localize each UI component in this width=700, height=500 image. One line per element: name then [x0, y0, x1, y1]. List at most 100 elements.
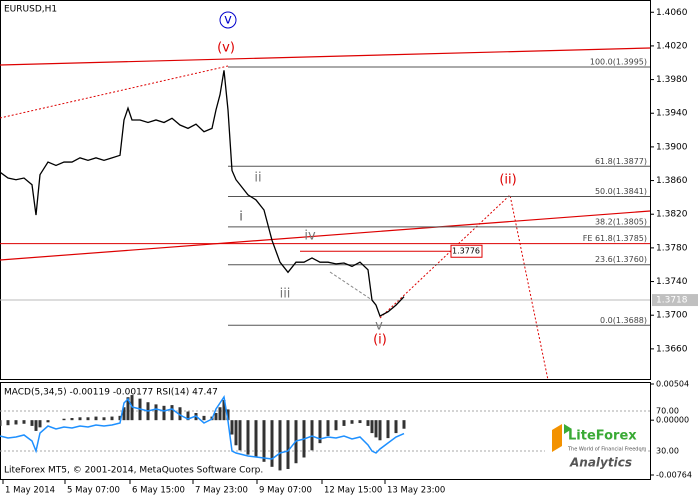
macd-bar [222, 400, 226, 421]
macd-bar [6, 420, 10, 426]
logo: LiteForex The World of Financial Freedom… [545, 418, 647, 476]
wave-label: (ii) [499, 173, 516, 188]
logo-tagline: The World of Financial Freedom [567, 447, 647, 453]
macd-bar [0, 420, 2, 426]
fib-label: 23.6(1.3760) [595, 255, 647, 264]
trend-dotted [0, 65, 229, 119]
macd-bar [46, 420, 50, 423]
fib-label: 50.0(1.3841) [595, 187, 647, 196]
macd-bar [234, 420, 238, 446]
rsi-line [0, 395, 405, 460]
macd-bar [122, 407, 126, 421]
macd-bar [342, 420, 346, 426]
wave-label: i [239, 210, 243, 225]
y-tick-label: 1.3940 [656, 109, 688, 119]
y-tick-label: 1.3820 [656, 210, 688, 220]
indicator-title: MACD(5,34,5) -0.00119 -0.00177 RSI(14) 4… [4, 388, 218, 398]
copyright: LiteForex MT5, © 2001-2014, MetaQuotes S… [4, 466, 263, 476]
macd-bar [186, 411, 190, 421]
x-tick-label: 9 May 07:00 [259, 486, 312, 496]
macd-bar [154, 404, 158, 421]
channel-line [0, 47, 651, 66]
wave-label: (v) [217, 41, 235, 56]
macd-bar [70, 418, 74, 421]
macd-bar [394, 420, 398, 434]
x-tick-label: 13 May 23:00 [387, 486, 445, 496]
fib-label: 100.0(1.3995) [590, 57, 647, 66]
level-label: 1.3776 [452, 247, 480, 256]
y2-tick-label: 30.00 [656, 447, 679, 456]
wave-label: iv [304, 229, 316, 244]
macd-bar [386, 420, 390, 439]
x-tick-label: 12 May 15:00 [324, 486, 382, 496]
y-tick-label: 0.00000 [656, 416, 689, 425]
macd-bar [62, 418, 66, 421]
y-tick-label: 1.3700 [656, 311, 688, 321]
x-tick-label: 7 May 23:00 [195, 486, 248, 496]
y-tick-label: -0.00764 [656, 471, 692, 480]
macd-bar [34, 420, 38, 431]
main-frame [0, 0, 651, 380]
logo-product: Analytics [569, 456, 632, 470]
macd-bar [402, 420, 406, 429]
price-line [0, 70, 405, 317]
macd-bar [14, 420, 18, 425]
logo-mark [564, 424, 572, 434]
macd-bar [162, 405, 166, 421]
macd-bar [110, 416, 114, 421]
x-tick-label: 1 May 2014 [5, 486, 55, 496]
wave-label: v [375, 319, 383, 334]
macd-bar [22, 420, 26, 424]
wave-circle [219, 11, 237, 29]
macd-bar [254, 420, 258, 458]
macd-bar [326, 420, 330, 436]
macd-bar [334, 420, 338, 431]
macd-bar [214, 412, 218, 421]
macd-bar [102, 417, 106, 421]
y-tick-label: 0.00504 [656, 380, 689, 389]
macd-bar [366, 420, 370, 426]
macd-bar [358, 420, 362, 424]
macd-bar [38, 420, 42, 428]
sub-frame [0, 382, 651, 480]
fib-label: 38.2(1.3805) [595, 217, 647, 226]
y-tick-label: 1.4060 [656, 8, 688, 18]
macd-bar [118, 415, 122, 421]
macd-bar [78, 417, 82, 421]
macd-bar [170, 405, 174, 421]
y-tick-label: 1.3980 [656, 75, 688, 85]
fib-label: 0.0(1.3688) [600, 316, 647, 325]
wave-label: v [224, 13, 232, 28]
macd-bar [270, 420, 274, 467]
macd-bar [126, 397, 130, 421]
y-tick-label: 1.3900 [656, 142, 688, 152]
fe-label: FE 61.8(1.3785) [583, 234, 647, 243]
wave-label: (i) [373, 333, 387, 348]
y-tick-label: 1.3780 [656, 243, 688, 253]
current-price-label: 1.3718 [656, 296, 688, 306]
wave-label: ii [254, 171, 261, 186]
macd-bar [218, 407, 222, 421]
macd-bar [278, 420, 282, 471]
x-tick-label: 5 May 07:00 [67, 486, 120, 496]
macd-bar [262, 420, 266, 462]
y-tick-label: 1.3860 [656, 176, 688, 186]
macd-bar [238, 420, 242, 451]
macd-bar [30, 420, 34, 426]
wave-dashed [329, 271, 373, 301]
macd-bar [370, 420, 374, 434]
y2-tick-label: 70.00 [656, 407, 679, 416]
macd-bar [318, 420, 322, 444]
macd-bar [226, 409, 230, 421]
macd-bar [246, 420, 250, 455]
macd-bar [350, 420, 354, 424]
wave-label: iii [280, 287, 291, 302]
y-tick-label: 1.3740 [656, 277, 688, 287]
fib-label: 61.8(1.3877) [595, 157, 647, 166]
chart-title: EURUSD,H1 [4, 5, 57, 15]
macd-bar [286, 420, 290, 469]
level-box [450, 244, 483, 258]
logo-mark [552, 424, 562, 452]
macd-bar [94, 416, 98, 421]
